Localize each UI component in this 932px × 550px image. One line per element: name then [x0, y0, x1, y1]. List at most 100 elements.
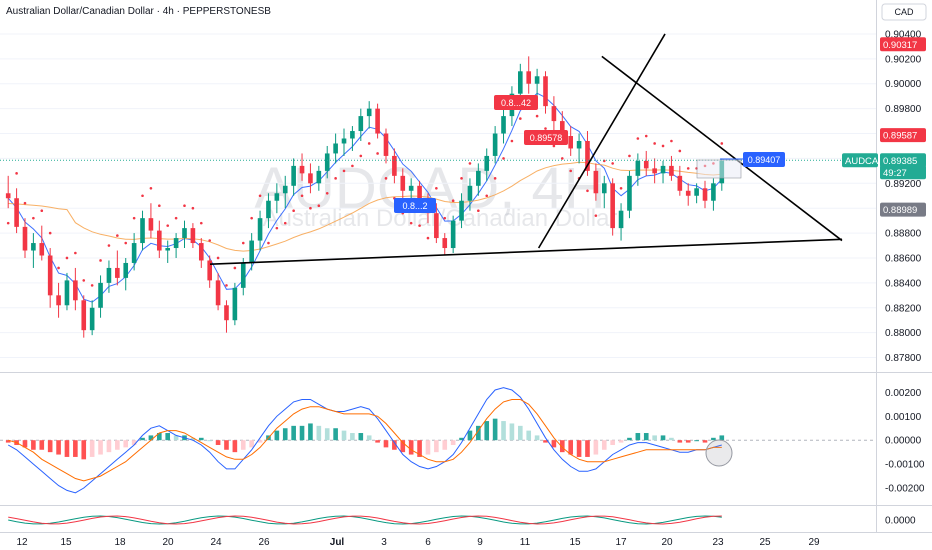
- candle-body[interactable]: [534, 76, 540, 84]
- candle-body[interactable]: [450, 220, 456, 249]
- candle-body[interactable]: [182, 228, 187, 239]
- candle-body[interactable]: [593, 170, 599, 194]
- candle-body[interactable]: [5, 193, 11, 199]
- candle-body[interactable]: [123, 262, 129, 278]
- candle-body[interactable]: [215, 280, 221, 306]
- candle-body[interactable]: [434, 213, 439, 239]
- annotation-price-0-8-42[interactable]: 0.8...42: [494, 95, 538, 110]
- candle-body[interactable]: [459, 200, 464, 221]
- candle-body[interactable]: [333, 143, 338, 154]
- candle-body[interactable]: [392, 155, 397, 176]
- candle-body[interactable]: [22, 226, 28, 251]
- candle-body[interactable]: [81, 300, 87, 331]
- candle-body[interactable]: [64, 280, 70, 306]
- candle-body[interactable]: [115, 267, 120, 278]
- candle-body[interactable]: [324, 153, 330, 171]
- candle-body[interactable]: [643, 160, 649, 169]
- candle-body[interactable]: [282, 185, 288, 194]
- macd-axis[interactable]: 0.00200 0.00100 0.00000 -0.00100 -0.00200: [885, 388, 925, 495]
- candle-body[interactable]: [400, 175, 406, 191]
- candle-body[interactable]: [73, 280, 78, 301]
- oscillator-pane[interactable]: [8, 515, 722, 525]
- candle-body[interactable]: [442, 238, 448, 249]
- trendline[interactable]: [209, 238, 843, 266]
- candle-body[interactable]: [375, 108, 380, 134]
- candle-body[interactable]: [467, 185, 473, 201]
- candle-body[interactable]: [492, 133, 498, 156]
- candle-body[interactable]: [98, 282, 103, 308]
- candle-body[interactable]: [240, 262, 246, 288]
- candle-body[interactable]: [47, 255, 53, 296]
- candle-body[interactable]: [131, 243, 137, 263]
- candle-body[interactable]: [627, 175, 632, 211]
- candle-body[interactable]: [501, 116, 506, 134]
- candle-body[interactable]: [224, 305, 229, 321]
- trendline[interactable]: [537, 33, 666, 249]
- candle-body[interactable]: [366, 108, 372, 117]
- candle-body[interactable]: [308, 173, 313, 184]
- oscillator-axis[interactable]: 0.0000: [885, 516, 916, 527]
- candle-body[interactable]: [173, 238, 179, 249]
- candle-body[interactable]: [106, 267, 112, 283]
- candle-body[interactable]: [341, 138, 347, 144]
- candle-body[interactable]: [551, 106, 557, 122]
- candle-body[interactable]: [383, 133, 389, 156]
- candle-body[interactable]: [685, 190, 691, 196]
- candle-body[interactable]: [677, 175, 683, 191]
- candle-body[interactable]: [299, 165, 305, 174]
- candle-body[interactable]: [266, 200, 271, 219]
- candle-body[interactable]: [190, 228, 196, 244]
- candle-body[interactable]: [576, 140, 582, 149]
- candle-body[interactable]: [476, 170, 481, 186]
- candle-body[interactable]: [14, 198, 19, 227]
- candle-body[interactable]: [56, 295, 61, 306]
- candle-body[interactable]: [543, 76, 548, 107]
- candle-body[interactable]: [249, 240, 254, 263]
- candle-body[interactable]: [601, 183, 607, 194]
- candle-body[interactable]: [559, 121, 565, 137]
- candle-body[interactable]: [484, 155, 490, 171]
- candle-body[interactable]: [89, 307, 95, 331]
- candle-body[interactable]: [526, 71, 532, 84]
- candle-body[interactable]: [694, 188, 699, 196]
- candle-body[interactable]: [711, 183, 716, 201]
- candle-body[interactable]: [207, 260, 212, 281]
- annotation-price-0-89407[interactable]: 0.89407: [696, 152, 785, 179]
- trendlines[interactable]: [209, 33, 843, 266]
- candle-body[interactable]: [358, 116, 364, 132]
- candle-body[interactable]: [140, 218, 145, 244]
- candle-body[interactable]: [291, 165, 296, 186]
- candle-body[interactable]: [408, 185, 414, 191]
- candle-body[interactable]: [39, 243, 45, 256]
- candles[interactable]: [5, 56, 725, 338]
- candle-body[interactable]: [568, 136, 573, 149]
- candle-body[interactable]: [660, 165, 666, 174]
- time-axis[interactable]: 12 15 18 20 24 26 Jul 3 6 9 11 15 17 20 23 25 29: [16, 537, 820, 548]
- macd-pane[interactable]: [0, 387, 876, 494]
- candle-body[interactable]: [257, 218, 263, 241]
- candle-body[interactable]: [198, 243, 204, 261]
- trendline[interactable]: [601, 55, 843, 242]
- candle-body[interactable]: [669, 165, 674, 176]
- candle-body[interactable]: [316, 170, 322, 184]
- candle-body[interactable]: [702, 188, 708, 201]
- currency-button[interactable]: [881, 3, 927, 21]
- candle-body[interactable]: [232, 287, 238, 321]
- candle-body[interactable]: [618, 210, 624, 229]
- candle-body[interactable]: [585, 140, 590, 171]
- candle-body[interactable]: [610, 183, 615, 229]
- candle-body[interactable]: [165, 248, 171, 251]
- candle-body[interactable]: [635, 160, 641, 176]
- candle-body[interactable]: [157, 230, 162, 251]
- annotation-price-0-89578[interactable]: 0.89578: [524, 130, 568, 145]
- candle-body[interactable]: [518, 71, 523, 94]
- candle-body[interactable]: [350, 131, 355, 139]
- candle-body[interactable]: [31, 243, 36, 251]
- candle-body[interactable]: [148, 218, 154, 231]
- symbol-title[interactable]: Australian Dollar/Canadian Dollar · 4h ·…: [6, 6, 271, 17]
- candle-body[interactable]: [652, 168, 657, 174]
- candle-body[interactable]: [417, 185, 422, 204]
- candle-body[interactable]: [274, 193, 280, 201]
